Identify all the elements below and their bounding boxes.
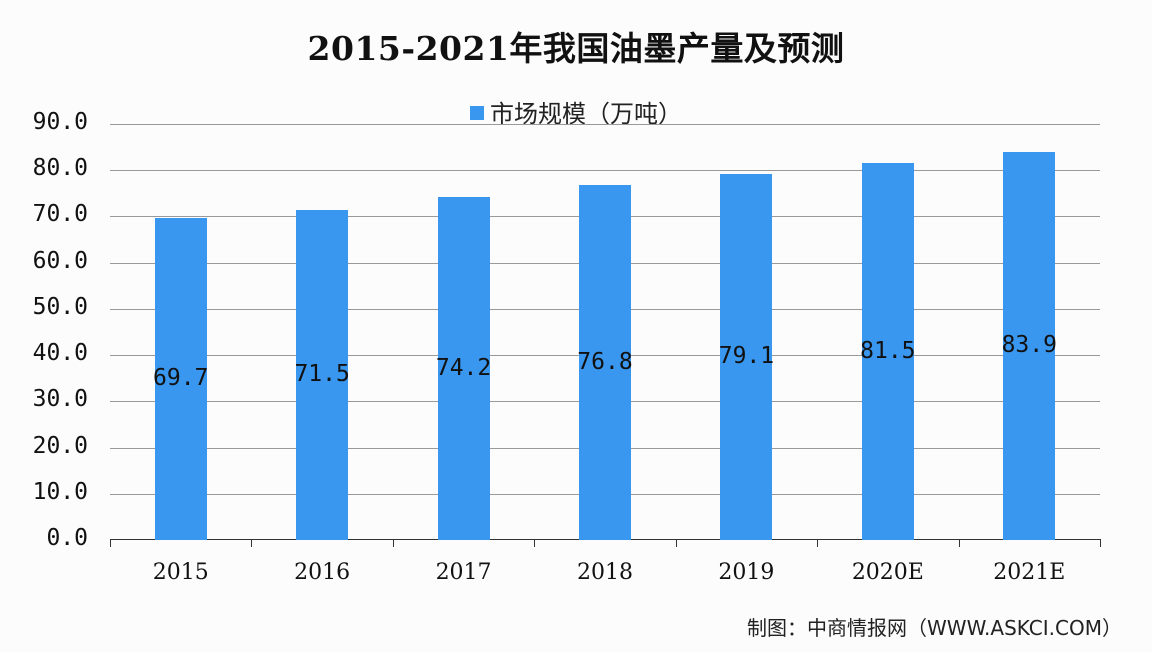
x-tick	[958, 539, 960, 547]
y-tick-label: 40.0	[32, 340, 88, 367]
y-tick-label: 70.0	[32, 201, 88, 228]
x-tick	[251, 539, 253, 547]
x-tick-label: 2018	[577, 560, 633, 585]
value-label: 71.5	[294, 360, 350, 387]
x-tick	[675, 539, 677, 547]
y-tick-label: 80.0	[32, 155, 88, 182]
y-tick-label: 90.0	[32, 109, 88, 135]
value-label: 81.5	[860, 337, 916, 364]
bar-2018	[579, 185, 631, 540]
bar-2021E	[1003, 152, 1056, 540]
x-tick-label: 2017	[435, 560, 492, 585]
x-tick	[534, 539, 536, 547]
x-tick-label: 2015	[152, 560, 209, 585]
x-tick	[110, 539, 111, 547]
legend: 市场规模（万吨）	[0, 94, 1152, 129]
y-tick-label: 20.0	[32, 432, 88, 459]
bar-2015	[154, 217, 207, 540]
y-tick-label: 10.0	[32, 478, 88, 505]
y-tick-label: 0.0	[46, 525, 88, 551]
bar-2016	[296, 209, 349, 540]
x-tick-label: 2020E	[851, 560, 924, 585]
y-tick-label: 60.0	[32, 247, 88, 274]
value-label: 69.7	[153, 364, 209, 391]
bar-2019	[720, 174, 773, 540]
source-note: 制图：中商情报网（WWW.ASKCI.COM）	[747, 616, 1122, 640]
x-tick-label: 2019	[718, 560, 775, 585]
legend-label: 市场规模（万吨）	[490, 100, 682, 128]
x-tick-label: 2016	[294, 560, 351, 585]
gridline	[110, 124, 1100, 125]
y-tick-label: 30.0	[32, 386, 88, 413]
value-label: 74.2	[435, 354, 492, 381]
value-label: 83.9	[1001, 332, 1057, 359]
chart-title: 2015-2021年我国油墨产量及预测	[307, 29, 845, 68]
gridline	[110, 170, 1100, 172]
value-label: 76.8	[577, 348, 633, 375]
x-tick-label: 2021E	[993, 560, 1066, 585]
y-tick-label: 50.0	[32, 293, 88, 320]
x-tick	[817, 539, 819, 547]
plot-area: 69.7 71.5 74.2 76.8 79.1 81.5 83.9	[110, 124, 1101, 547]
legend-swatch	[470, 106, 484, 120]
bar-2017	[437, 197, 490, 540]
x-tick	[1100, 539, 1101, 547]
value-label: 79.1	[718, 343, 775, 370]
bar-2020E	[861, 163, 914, 540]
x-tick	[392, 539, 394, 547]
